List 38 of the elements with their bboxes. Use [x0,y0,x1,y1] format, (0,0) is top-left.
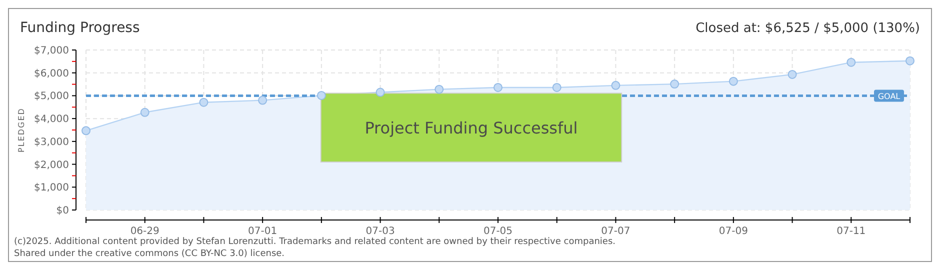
point [611,80,620,90]
y-tick-label: $3,000 [34,136,69,148]
text: Shared under the creative commons (CC BY-NC 3.0) license. [14,249,285,259]
success-banner: Project Funding Successful [320,92,622,162]
x-tick-label: 07-03 [366,226,395,237]
point [670,80,680,89]
x-tick-label: 07-07 [601,226,630,237]
point [199,98,208,107]
y-tick-label: $4,000 [34,114,69,126]
text: (c)2025. Additional content provided by Stefan Lorenzutti. Trademarks and related content are owned by their respective companies. [14,237,616,247]
point [316,90,326,100]
point [376,88,385,97]
y-tick-label: $5,000 [34,91,69,102]
x-tick-label: 07-09 [718,226,748,237]
x-tick-label: 06-29 [130,226,160,237]
point [728,76,738,86]
point [258,96,268,105]
point [788,70,797,79]
point [140,108,150,117]
y-axis-title: PLEDGED [17,108,26,152]
y-tick-label: $6,000 [34,68,69,80]
annotation: Project Funding Successful [364,118,578,138]
chart-subtitle: Closed at: $6,525 / $5,000 (130%) [696,21,920,36]
chart-title: Funding Progress [20,20,140,36]
point [552,82,562,92]
x-tick-label: 07-01 [248,226,278,237]
y-tick-label: $7,000 [34,46,69,56]
point [846,58,856,67]
ref-line-label: GOAL [878,92,901,102]
y-tick-label: $0 [56,206,69,216]
point [434,84,444,94]
x-tick-label: 07-11 [836,226,866,237]
point [494,82,502,92]
point [906,56,914,66]
x-tick-label: 07-05 [483,226,513,237]
point [82,126,90,136]
y-tick-label: $1,000 [34,182,69,194]
y-tick-label: $2,000 [34,160,69,171]
